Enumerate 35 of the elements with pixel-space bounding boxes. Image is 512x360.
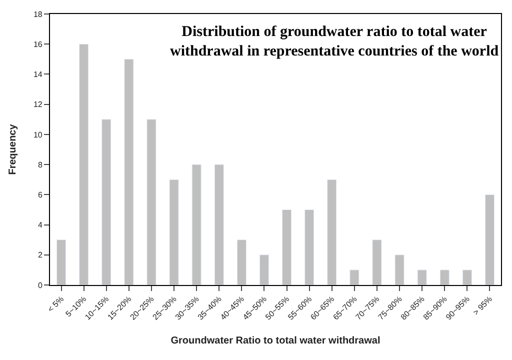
bar: [394, 254, 404, 285]
x-axis-title: Groundwater Ratio to total water withdrawal: [170, 335, 380, 346]
y-tick-label: 6: [38, 190, 43, 200]
bar: [192, 164, 202, 285]
y-tick-label: 8: [38, 160, 43, 170]
bar: [372, 240, 382, 285]
bar: [417, 270, 427, 285]
bar: [236, 240, 246, 285]
y-tick-label: 16: [33, 40, 43, 49]
y-tick-label: 4: [38, 220, 43, 230]
y-tick-label: 12: [33, 100, 43, 110]
bar: [102, 119, 112, 285]
y-tick-label: 0: [38, 280, 43, 290]
bar: [169, 179, 179, 285]
bar: [484, 194, 494, 285]
bar: [282, 209, 292, 285]
bar: [79, 44, 89, 285]
bar: [327, 179, 337, 285]
bar: [214, 164, 224, 285]
y-tick-label: 14: [33, 70, 43, 80]
bar: [146, 119, 156, 285]
bar: [259, 254, 269, 285]
bar: [440, 270, 450, 285]
bar: [350, 270, 360, 285]
y-axis-title: Frequency: [7, 124, 18, 175]
y-tick-label: 18: [33, 10, 43, 19]
bar: [304, 209, 314, 285]
bar: [124, 58, 134, 285]
x-tick-label: > 95%: [471, 294, 494, 318]
bar: [462, 270, 472, 285]
bar: [56, 240, 66, 285]
y-tick-label: 2: [38, 250, 43, 260]
text: Distribution of groundwater ratio to total water withdrawal in representative countries of the world: [170, 24, 500, 60]
y-tick-label: 10: [33, 130, 43, 140]
x-tick-label: < 5%: [46, 294, 66, 314]
